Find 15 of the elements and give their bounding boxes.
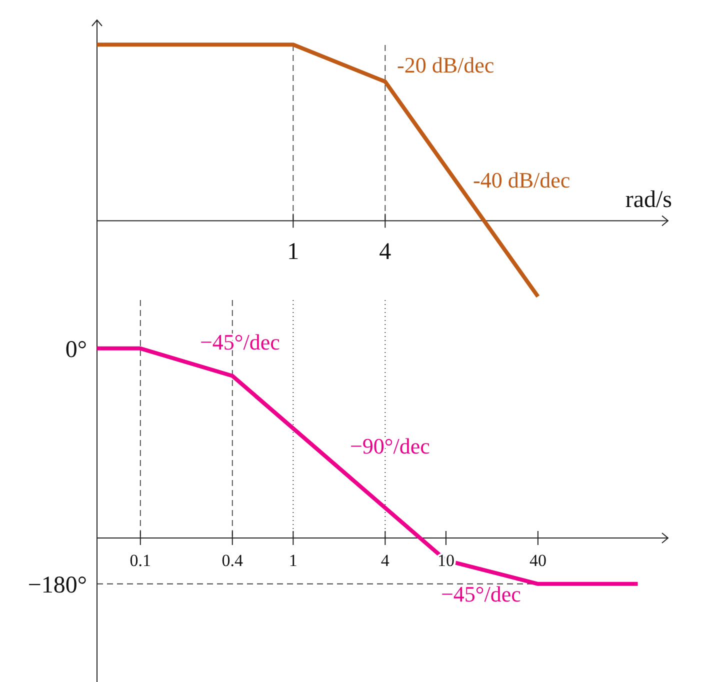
annotation: −90°/dec [350,434,430,459]
x-axis-title: rad/s [625,186,672,213]
x-tick-label: 1 [287,238,300,265]
x-tick-label: 1 [288,550,298,570]
x-tick-label: 40 [529,550,546,570]
annotation: −45°/dec [200,330,280,355]
annotation: −45°/dec [441,582,522,607]
y-tick-label: −180° [28,572,87,598]
annotation: -40 dB/dec [473,168,570,193]
x-tick-label: 0.1 [130,550,152,570]
annotation: -20 dB/dec [397,52,494,78]
x-tick-label: 4 [380,550,390,570]
y-tick-label: 0° [65,336,87,363]
x-tick-label: 4 [379,238,392,265]
x-tick-label: 0.4 [222,550,244,570]
